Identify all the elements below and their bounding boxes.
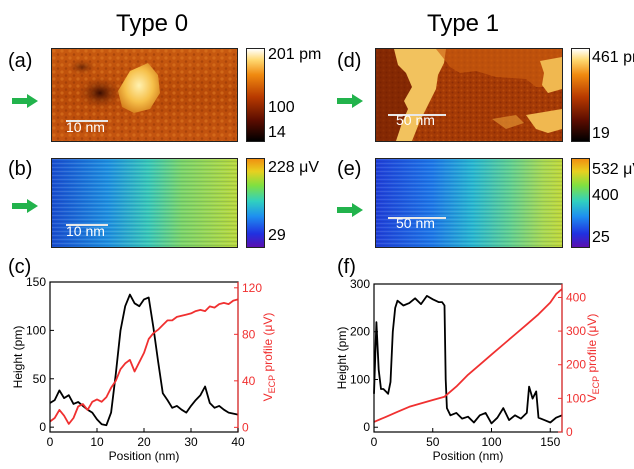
- y2-tick-label: 0: [566, 425, 573, 439]
- column-title-type-1: Type 1: [427, 10, 500, 37]
- y2-tick-label: 0: [242, 420, 249, 434]
- scale-bar-label-e: 50 nm: [396, 215, 435, 231]
- panel-label-a: (a): [8, 50, 33, 72]
- y2-tick-label: 120: [242, 281, 262, 295]
- colorbar-b-min: 29: [268, 227, 286, 244]
- y-tick-label: 150: [26, 275, 46, 289]
- colorbar-d-max: 461 pm: [592, 49, 634, 66]
- panel-label-c: (c): [8, 256, 32, 278]
- arrow-icon: [337, 94, 363, 113]
- column-title-type-0: Type 0: [116, 10, 189, 37]
- colorbar-e: [571, 158, 590, 248]
- colorbar-e-min: 25: [592, 229, 610, 246]
- y-tick-label: 100: [350, 372, 370, 386]
- topography-map-a: 10 nm: [51, 48, 238, 142]
- y-axis-label: Height (pm): [11, 326, 25, 389]
- arrow-icon: [12, 199, 38, 218]
- colorbar-b-max: 228 μV: [268, 159, 320, 176]
- vecp-profile-line: [373, 288, 563, 423]
- x-axis-label: Position (nm): [109, 449, 180, 463]
- y-tick-label: 0: [363, 420, 370, 434]
- colorbar-a-mid: 100: [268, 99, 295, 116]
- vecp-map-e: 50 nm: [375, 158, 563, 248]
- x-tick-label: 40: [231, 435, 245, 449]
- colorbar-a-min: 14: [268, 124, 286, 141]
- y2-tick-label: 200: [566, 358, 586, 372]
- vecp-profile-line: [49, 298, 239, 425]
- scale-bar-label-d: 50 nm: [396, 112, 435, 128]
- y2-tick-label: 40: [242, 374, 256, 388]
- y-axis-label: Height (pm): [335, 327, 349, 390]
- y-tick-label: 200: [350, 325, 370, 339]
- y2-tick-label: 80: [242, 327, 256, 341]
- y-tick-label: 300: [350, 277, 370, 291]
- x-tick-label: 0: [47, 435, 54, 449]
- colorbar-b: [246, 158, 265, 248]
- colorbar-a-max: 201 pm: [268, 46, 322, 63]
- x-axis-label: Position (nm): [433, 449, 504, 463]
- x-tick-label: 150: [540, 435, 560, 449]
- arrow-icon: [337, 203, 363, 222]
- scale-bar: [66, 224, 108, 226]
- plot-frame: [49, 281, 239, 433]
- colorbar-a: [246, 48, 265, 142]
- y2-axis-label: VECP profile (μV): [261, 313, 277, 402]
- arrow-icon: [12, 94, 38, 113]
- y2-tick-label: 100: [566, 391, 586, 405]
- panel-label-e: (e): [337, 158, 362, 180]
- scale-bar: [388, 114, 446, 116]
- y-tick-label: 50: [33, 372, 47, 386]
- height-profile-line: [373, 294, 563, 425]
- y-tick-label: 100: [26, 323, 46, 337]
- x-tick-label: 0: [371, 435, 378, 449]
- colorbar-e-mid: 400: [592, 187, 619, 204]
- x-tick-label: 30: [184, 435, 198, 449]
- vecp-map-b: 10 nm: [51, 158, 238, 248]
- scale-bar: [66, 120, 108, 122]
- x-tick-label: 100: [481, 435, 501, 449]
- colorbar-d: [571, 48, 590, 142]
- y-tick-label: 0: [39, 420, 46, 434]
- x-tick-label: 50: [426, 435, 440, 449]
- colorbar-d-min: 19: [592, 125, 610, 142]
- scale-bar-label-b: 10 nm: [66, 223, 105, 239]
- x-tick-label: 20: [137, 435, 151, 449]
- panel-label-b: (b): [8, 158, 33, 180]
- scale-bar: [388, 217, 446, 219]
- y2-tick-label: 400: [566, 290, 586, 304]
- panel-label-d: (d): [337, 50, 362, 72]
- y2-tick-label: 300: [566, 324, 586, 338]
- scale-bar-label-a: 10 nm: [66, 119, 105, 135]
- panel-label-f: (f): [337, 256, 356, 278]
- colorbar-e-max: 532 μV: [592, 161, 634, 178]
- topography-map-d: 50 nm: [375, 48, 563, 142]
- profile-chart-f: 0 50 100 150 0 100 200 300 0 100 200 300 400 Position…: [335, 277, 601, 463]
- y2-axis-label: VECP profile (μV): [585, 314, 601, 403]
- x-tick-label: 10: [90, 435, 104, 449]
